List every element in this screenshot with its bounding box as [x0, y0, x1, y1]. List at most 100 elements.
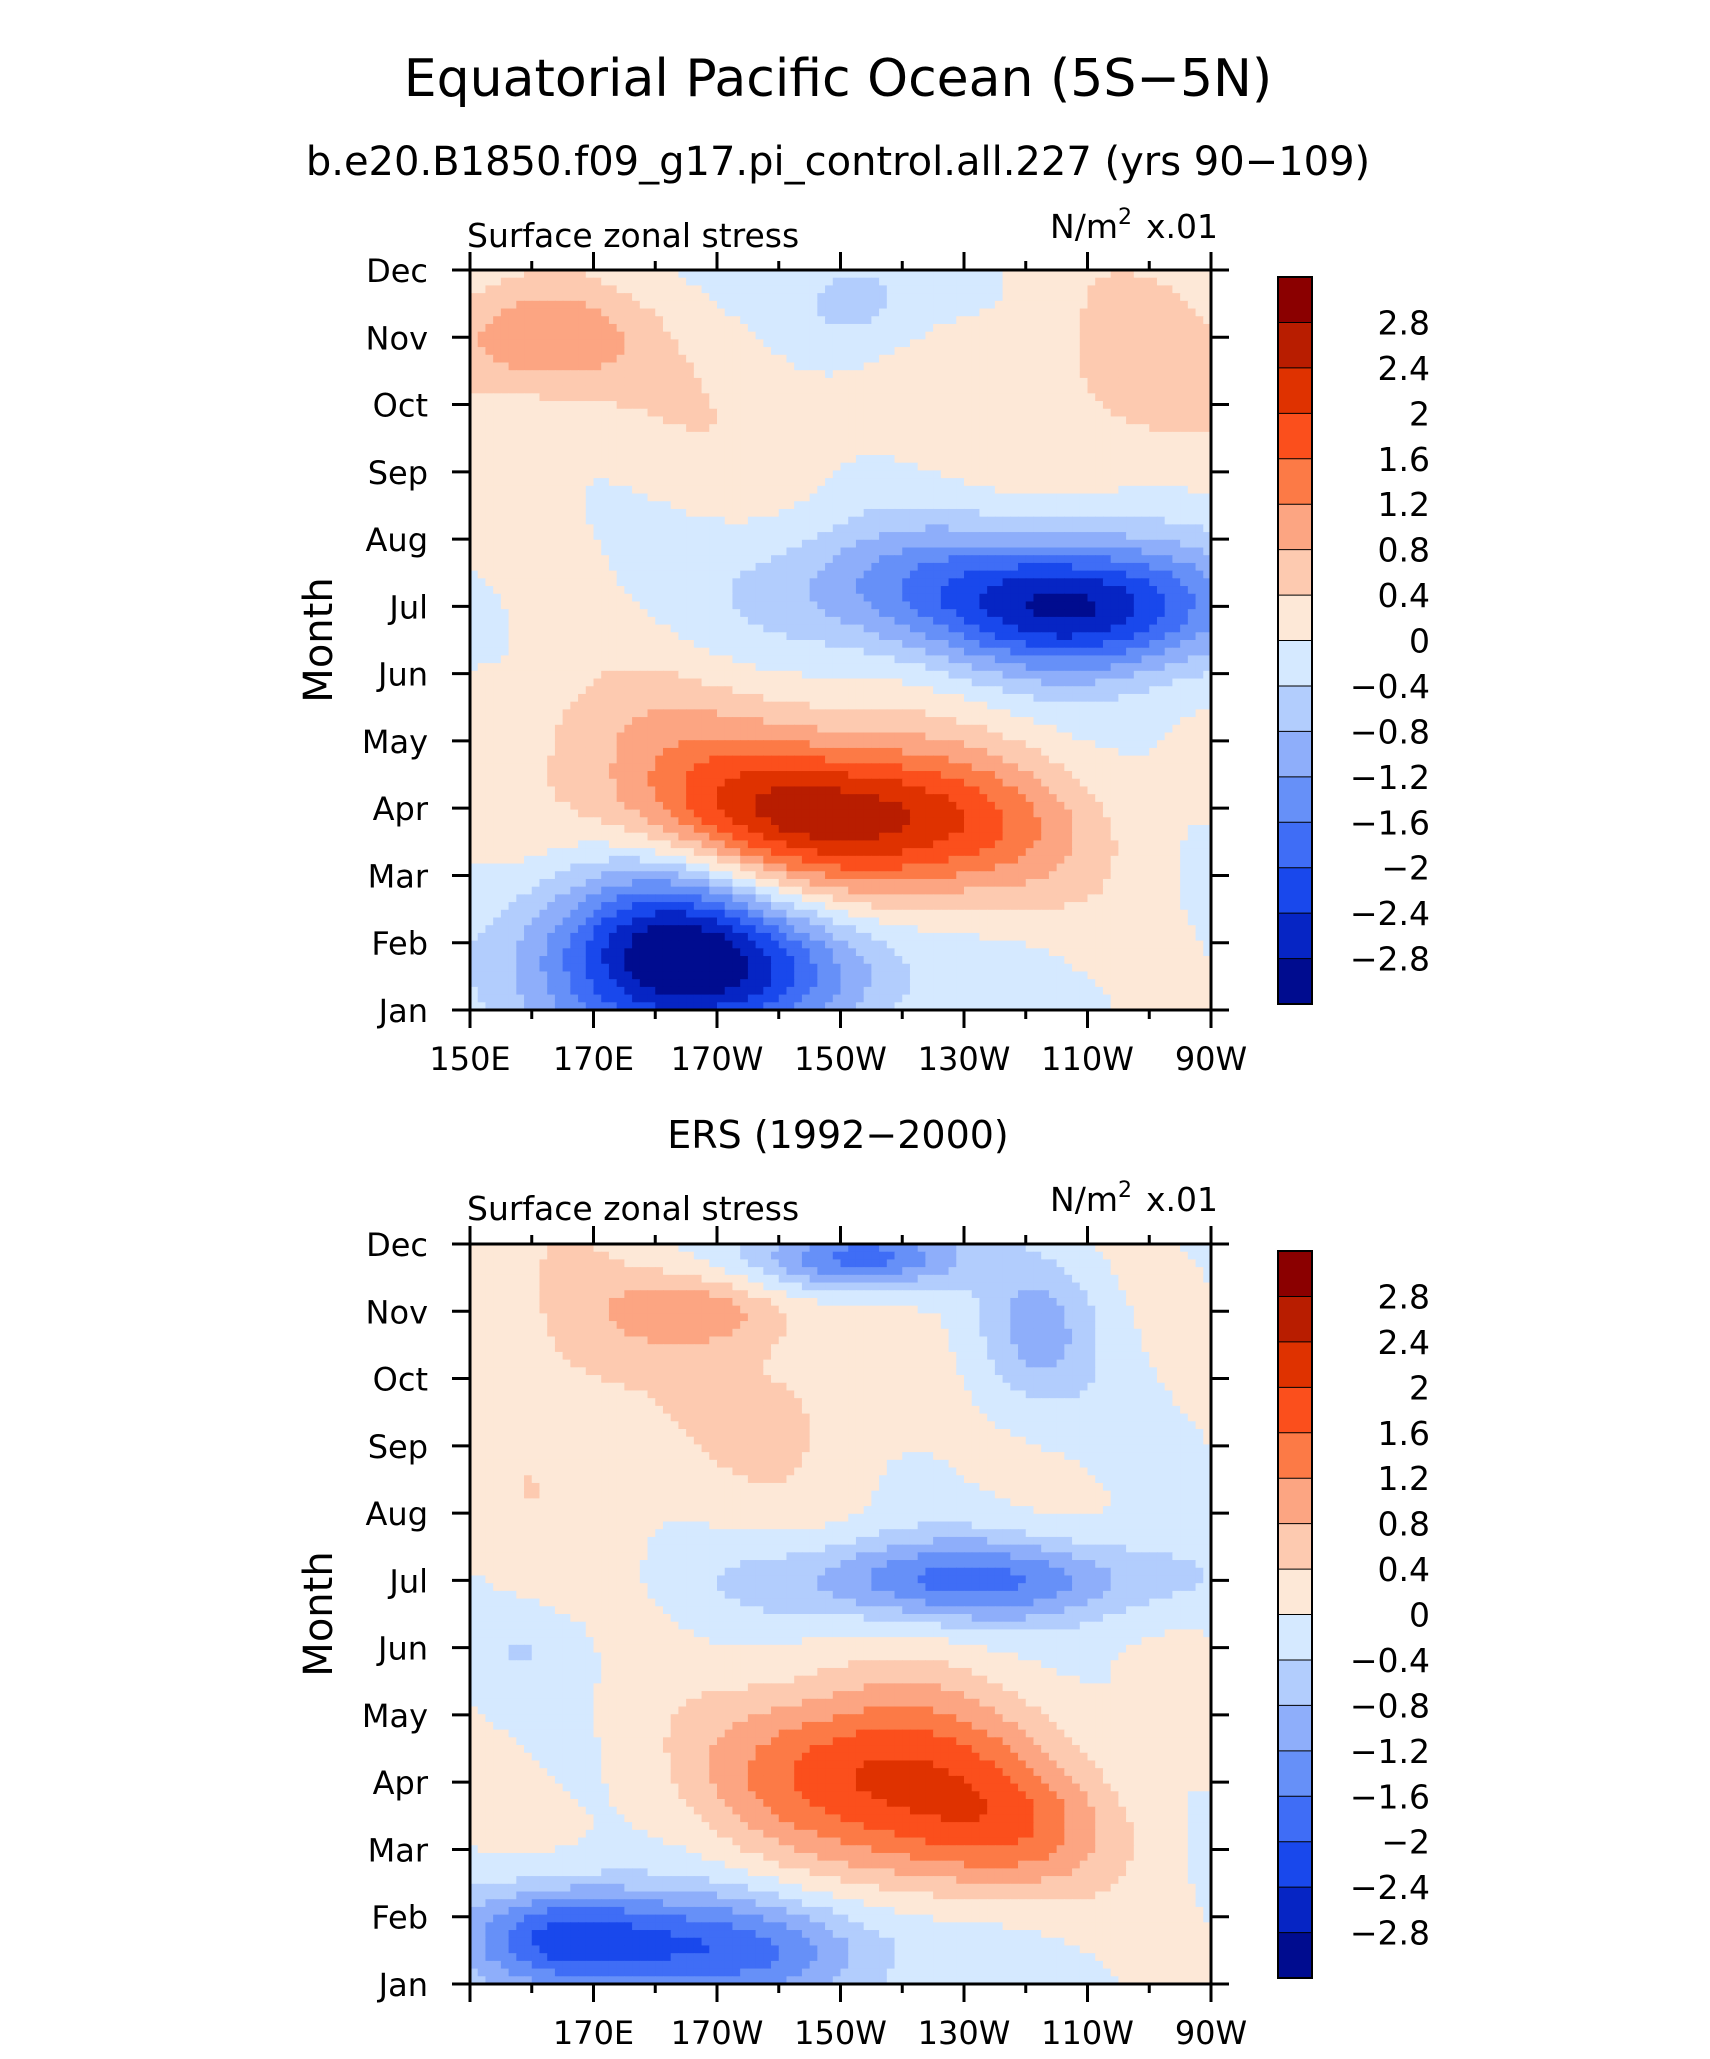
- contour-cell: [925, 562, 934, 572]
- contour-cell: [1164, 462, 1174, 472]
- contour-cell: [709, 462, 718, 472]
- contour-cell: [1180, 601, 1189, 610]
- contour-cell: [1156, 347, 1166, 356]
- contour-cell: [1072, 640, 1081, 649]
- contour-cell: [871, 285, 880, 294]
- contour-cell: [524, 570, 533, 579]
- contour-cell: [570, 377, 579, 387]
- contour-cell: [647, 570, 656, 579]
- contour-cell: [1126, 616, 1135, 626]
- contour-cell: [1079, 447, 1089, 456]
- contour-cell: [616, 508, 625, 518]
- contour-cell: [1064, 431, 1073, 441]
- contour-cell: [1180, 478, 1189, 487]
- contour-cell: [1072, 339, 1081, 348]
- contour-cell: [554, 485, 564, 495]
- contour-cell: [840, 555, 849, 564]
- contour-cell: [547, 393, 556, 402]
- contour-cell: [863, 539, 872, 549]
- contour-cell: [1072, 624, 1081, 633]
- contour-cell: [1133, 485, 1143, 495]
- contour-cell: [1172, 347, 1181, 356]
- figure-subtitle: b.e20.B1850.f09_g17.pi_control.all.227 (…: [306, 139, 1370, 185]
- contour-cell: [678, 308, 687, 317]
- contour-cell: [585, 293, 595, 302]
- contour-cell: [786, 308, 795, 317]
- contour-cell: [632, 640, 641, 649]
- contour-cell: [925, 516, 934, 525]
- contour-cell: [1048, 601, 1058, 610]
- contour-cell: [979, 470, 988, 479]
- contour-cell: [747, 470, 757, 479]
- contour-cell: [778, 439, 788, 448]
- contour-cell: [701, 485, 710, 495]
- contour-cell: [1156, 401, 1166, 410]
- contour-cell: [956, 478, 965, 487]
- contour-cell: [848, 447, 857, 456]
- contour-cell: [670, 570, 680, 579]
- contour-cell: [1141, 393, 1150, 402]
- contour-cell: [848, 478, 857, 487]
- contour-cell: [987, 539, 996, 549]
- contour-cell: [585, 578, 595, 587]
- contour-cell: [1048, 470, 1058, 479]
- contour-cell: [917, 485, 927, 495]
- contour-cell: [732, 370, 741, 379]
- contour-cell: [593, 524, 602, 533]
- contour-cell: [740, 478, 749, 487]
- contour-cell: [585, 609, 595, 618]
- contour-cell: [493, 516, 502, 525]
- contour-cell: [724, 339, 734, 348]
- contour-cell: [701, 547, 710, 556]
- contour-cell: [832, 632, 842, 641]
- contour-cell: [863, 508, 872, 518]
- contour-cell: [493, 570, 502, 579]
- contour-cell: [763, 640, 772, 649]
- contour-cell: [639, 293, 649, 302]
- contour-cell: [964, 647, 973, 657]
- contour-cell: [794, 501, 803, 510]
- contour-cell: [662, 439, 672, 448]
- contour-cell: [608, 316, 618, 325]
- contour-cell: [477, 339, 487, 348]
- contour-cell: [855, 593, 865, 603]
- contour-cell: [1018, 524, 1027, 533]
- contour-cell: [524, 316, 533, 325]
- contour-cell: [817, 508, 826, 518]
- contour-cell: [709, 485, 718, 495]
- contour-cell: [1002, 270, 1011, 279]
- contour-cell: [894, 347, 903, 356]
- contour-cell: [771, 377, 780, 387]
- contour-cell: [786, 624, 795, 633]
- contour-cell: [493, 316, 502, 325]
- contour-cell: [531, 647, 541, 657]
- contour-cell: [508, 601, 517, 610]
- contour-cell: [1126, 508, 1135, 518]
- contour-cell: [1010, 377, 1019, 387]
- contour-cell: [1033, 524, 1042, 533]
- contour-cell: [917, 285, 927, 294]
- contour-cell: [547, 570, 556, 579]
- contour-cell: [686, 586, 695, 595]
- contour-cell: [647, 470, 656, 479]
- contour-cell: [578, 408, 587, 418]
- contour-cell: [593, 640, 602, 649]
- contour-cell: [516, 285, 525, 294]
- contour-cell: [786, 478, 795, 487]
- contour-cell: [925, 316, 934, 325]
- contour-cell: [1110, 539, 1119, 549]
- contour-cell: [624, 462, 633, 472]
- contour-cell: [562, 532, 571, 541]
- contour-cell: [686, 601, 695, 610]
- contour-cell: [948, 539, 957, 549]
- contour-cell: [639, 478, 649, 487]
- contour-cell: [902, 570, 911, 579]
- contour-cell: [608, 300, 618, 310]
- contour-cell: [655, 593, 664, 603]
- contour-cell: [670, 539, 680, 549]
- contour-cell: [608, 616, 618, 626]
- contour-cell: [763, 354, 772, 364]
- contour-cell: [647, 493, 656, 502]
- contour-cell: [662, 501, 672, 510]
- contour-cell: [925, 555, 934, 564]
